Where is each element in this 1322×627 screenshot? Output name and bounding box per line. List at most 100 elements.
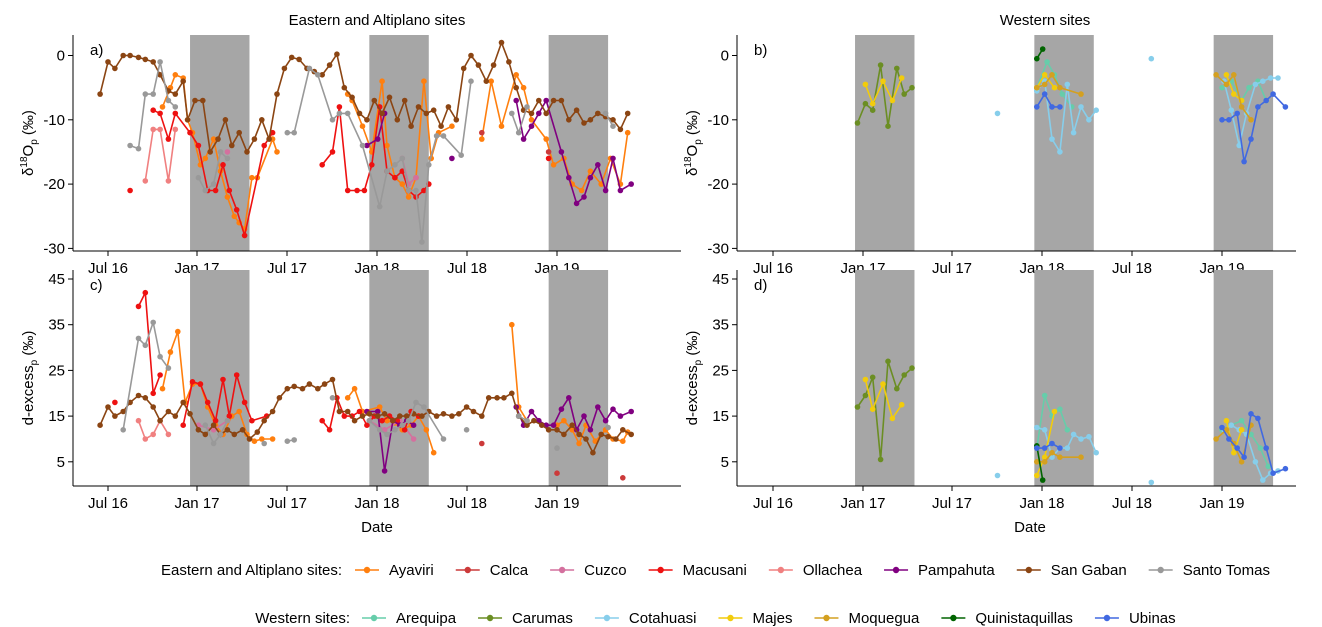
data-point-moquegua-d: [1078, 454, 1084, 461]
data-point-cotahuasi-b: [994, 110, 1001, 117]
data-point-carumas-b: [909, 84, 915, 91]
data-point-pampahuta-a: [513, 97, 519, 104]
data-point-ayaviri-c: [236, 408, 242, 415]
data-point-ubinas-b: [1034, 104, 1040, 110]
data-point-cotahuasi-b: [1049, 136, 1055, 142]
data-point-san-gaban-a: [97, 91, 103, 97]
data-point-pampahuta-c: [581, 413, 587, 419]
data-point-santo-tomas-a: [515, 129, 522, 136]
y-tick-label-c: 25: [48, 362, 65, 379]
data-point-cotahuasi-d: [1034, 424, 1040, 431]
data-point-pampahuta-a: [536, 110, 542, 117]
data-point-cotahuasi-b: [1260, 78, 1266, 84]
data-point-san-gaban-a: [207, 149, 213, 155]
data-point-san-gaban-c: [366, 411, 373, 417]
data-point-ayaviri-c: [509, 321, 515, 328]
data-point-pampahuta-c: [610, 406, 616, 413]
data-point-ayaviri-a: [550, 162, 557, 168]
data-point-macusani-a: [399, 168, 406, 174]
data-point-cotahuasi-b: [1228, 107, 1235, 113]
data-point-macusani-a: [187, 129, 193, 136]
data-point-arequipa-d: [1057, 406, 1063, 413]
data-point-san-gaban-a: [624, 110, 631, 117]
data-point-san-gaban-a: [200, 97, 206, 104]
data-point-ayaviri-a: [202, 155, 209, 162]
x-tick-label-a: Jul 16: [88, 260, 128, 277]
data-point-santo-tomas-a: [468, 78, 474, 84]
legend-western: Western sites: Arequipa Carumas Cotahuasi M…: [255, 610, 1175, 627]
data-point-ubinas-b: [1219, 117, 1225, 123]
shaded-period-c-3: [548, 270, 609, 486]
data-point-ubinas-b: [1248, 136, 1254, 142]
x-tick-label-d: Jul 18: [1112, 495, 1152, 512]
data-point-ubinas-b: [1263, 97, 1269, 104]
data-point-pampahuta-c: [595, 404, 601, 410]
data-point-ayaviri-a: [587, 168, 594, 174]
data-point-san-gaban-c: [440, 411, 447, 417]
data-point-carumas-b: [854, 120, 861, 126]
x-axis-label-left: Date: [361, 519, 393, 536]
data-point-san-gaban-c: [239, 427, 246, 433]
data-point-ubinas-b: [1226, 117, 1232, 123]
data-point-ubinas-d: [1219, 424, 1225, 431]
data-point-san-gaban-a: [483, 78, 490, 84]
legend-label-santo-tomas: Santo Tomas: [1183, 562, 1270, 579]
data-point-cotahuasi-b: [1252, 81, 1259, 88]
y-axis-title-a: δ18Op (‰): [19, 110, 40, 176]
shaded-period-b-3: [1213, 35, 1274, 251]
y-tick-label-c: 5: [57, 454, 65, 471]
data-point-arequipa-b: [1246, 84, 1252, 91]
data-point-santo-tomas-a: [202, 187, 209, 194]
x-tick-label-d: Jul 16: [753, 495, 793, 512]
data-point-ubinas-d: [1270, 470, 1276, 477]
data-point-santo-tomas-a: [210, 181, 217, 187]
data-point-santo-tomas-a: [284, 129, 291, 136]
data-point-san-gaban-c: [112, 413, 118, 419]
data-point-san-gaban-a: [112, 65, 118, 72]
data-point-san-gaban-a: [536, 97, 542, 104]
legend-swatch-dot-macusani: [657, 566, 664, 574]
data-point-ayaviri-a: [249, 174, 255, 181]
x-tick-label-b: Jul 16: [753, 260, 793, 277]
y-axis-title-unit: (‰): [20, 110, 37, 139]
data-point-santo-tomas-c: [524, 417, 530, 424]
data-point-san-gaban-c: [554, 427, 560, 433]
data-point-santo-tomas-c: [376, 427, 383, 433]
data-point-santo-tomas-a: [329, 117, 336, 123]
legend-eastern-title: Eastern and Altiplano sites:: [161, 562, 342, 579]
data-point-santo-tomas-a: [399, 155, 406, 162]
data-point-ayaviri-a: [449, 123, 455, 129]
data-point-macusani-c: [135, 303, 142, 310]
data-point-san-gaban-a: [180, 78, 186, 84]
data-point-ollachea-a: [157, 126, 163, 133]
data-point-quinistaquillas-d: [1039, 477, 1046, 483]
data-point-santo-tomas-c: [366, 417, 373, 424]
data-point-santo-tomas-c: [217, 431, 224, 438]
data-point-ubinas-d: [1263, 445, 1269, 451]
data-point-moquegua-d: [1057, 454, 1063, 461]
data-point-macusani-a: [421, 187, 427, 194]
data-point-moquegua-d: [1238, 459, 1245, 465]
shaded-period-d-3: [1213, 270, 1274, 486]
data-point-macusani-c: [326, 427, 333, 433]
x-tick-label-d: Jan 19: [1199, 495, 1244, 512]
data-point-san-gaban-c: [470, 408, 477, 415]
data-point-ayaviri-a: [513, 72, 519, 78]
data-point-macusani-c: [112, 399, 118, 406]
data-point-san-gaban-a: [266, 136, 272, 142]
data-point-calca-c: [554, 470, 560, 477]
data-point-cotahuasi-b: [1086, 117, 1092, 123]
data-point-santo-tomas-a: [172, 104, 179, 110]
left-column-title: Eastern and Altiplano sites: [289, 12, 466, 29]
data-point-ayaviri-c: [259, 436, 265, 442]
data-point-macusani-a: [150, 107, 156, 113]
data-point-moquegua-b: [1034, 84, 1040, 91]
data-point-macusani-c: [233, 372, 240, 378]
data-point-pampahuta-a: [449, 155, 455, 162]
y-tick-label-d: 45: [712, 271, 729, 288]
data-point-santo-tomas-c: [210, 440, 217, 447]
x-tick-label-c: Jul 17: [267, 495, 307, 512]
data-point-santo-tomas-c: [157, 353, 163, 360]
